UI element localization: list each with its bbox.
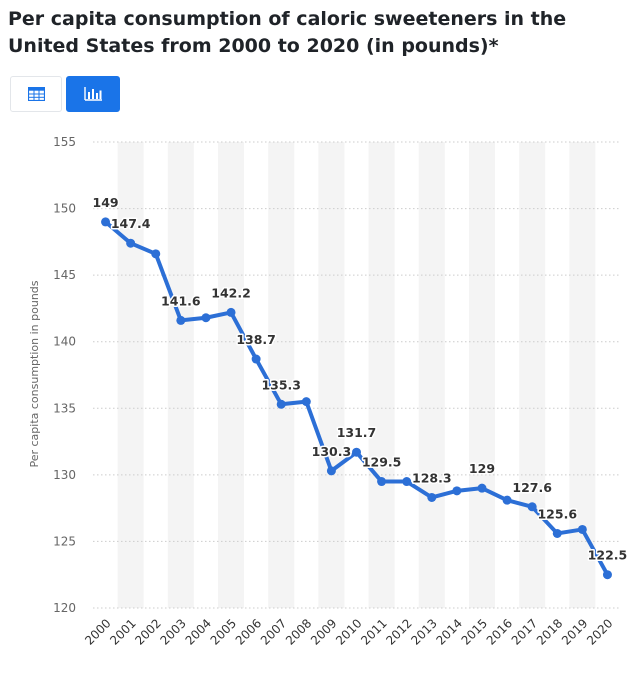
data-point-2000 [101,217,111,227]
y-tick-label-150: 150 [53,202,76,216]
x-tick-label-2020: 2020 [584,616,615,647]
x-tick-label-2001: 2001 [107,616,138,647]
x-tick-label-2013: 2013 [408,616,439,647]
chart-view-button[interactable] [66,76,120,112]
y-tick-label-135: 135 [53,401,76,415]
x-tick-label-2006: 2006 [233,616,264,647]
x-tick-label-2015: 2015 [459,616,490,647]
data-label-2001: 147.4 [111,216,151,231]
data-point-2009 [326,466,336,476]
y-tick-label-155: 155 [53,135,76,149]
x-tick-label-2000: 2000 [82,616,113,647]
data-label-2007: 135.3 [261,377,301,392]
alternating-bands [117,142,596,608]
x-tick-label-2004: 2004 [183,616,214,647]
y-tick-label-140: 140 [53,335,76,349]
x-tick-label-2016: 2016 [484,616,515,647]
data-point-2008 [301,397,311,407]
x-tick-label-2002: 2002 [132,616,163,647]
x-tick-label-2012: 2012 [383,616,414,647]
y-tick-label-145: 145 [53,268,76,282]
data-point-2001 [126,238,136,248]
table-icon [27,87,45,101]
data-point-2010 [352,447,361,457]
x-tick-label-2019: 2019 [559,616,590,647]
y-axis-label: Per capita consumption in pounds [28,280,41,467]
data-point-2020 [602,570,612,580]
data-point-2004 [201,313,211,323]
x-axis-ticks: 2000200120022003200420052006200720082009… [82,616,615,647]
data-point-2005 [226,307,236,317]
data-label-2017: 127.6 [512,480,552,495]
data-point-2011 [377,477,387,487]
table-view-button[interactable] [10,76,62,112]
data-label-2010: 131.7 [337,425,377,440]
data-point-2016 [502,495,512,505]
data-label-2020: 122.5 [588,548,628,563]
x-tick-label-2018: 2018 [534,616,565,647]
data-point-2003 [176,315,186,325]
band-2019 [569,142,596,608]
data-label-2018: 125.6 [537,506,577,521]
x-tick-label-2017: 2017 [509,616,540,647]
y-tick-label-125: 125 [53,534,76,548]
band-2003 [167,142,194,608]
band-2015 [468,142,495,608]
data-label-2015: 129 [469,461,495,476]
data-point-2019 [577,524,587,534]
data-label-2011: 129.5 [362,455,402,470]
data-point-2007 [276,399,286,409]
y-axis-ticks: 120 125 130 135 140 145 150 155 [53,135,76,615]
y-tick-label-130: 130 [53,468,76,482]
data-point-2012 [402,477,412,487]
band-2005 [218,142,245,608]
data-point-2006 [251,354,261,364]
chart-title: Per capita consumption of caloric sweete… [8,8,567,57]
band-2009 [318,142,345,608]
x-tick-label-2011: 2011 [358,616,389,647]
data-point-2014 [452,486,462,496]
x-tick-label-2009: 2009 [308,616,339,647]
data-point-2017 [527,502,537,512]
x-tick-label-2014: 2014 [434,616,465,647]
bar-chart-icon [84,87,102,101]
x-tick-label-2010: 2010 [333,616,364,647]
data-label-2013: 128.3 [412,470,452,485]
data-label-2000: 149 [93,195,119,210]
data-label-2005: 142.2 [211,285,251,300]
data-point-2018 [552,528,562,538]
data-point-2002 [151,249,161,259]
data-label-2009: 130.3 [312,444,352,459]
band-2001 [117,142,144,608]
x-tick-label-2007: 2007 [258,616,289,647]
y-tick-label-120: 120 [53,601,76,615]
band-2013 [418,142,445,608]
data-point-2015 [477,483,487,493]
band-2017 [519,142,546,608]
x-tick-label-2005: 2005 [208,616,239,647]
data-label-2003: 141.6 [161,293,201,308]
band-2007 [268,142,295,608]
data-point-2013 [427,492,437,502]
data-label-2006: 138.7 [236,332,276,347]
band-2011 [368,142,395,608]
x-tick-label-2003: 2003 [157,616,188,647]
data-labels: 149 147.4 141.6 142.2 138.7 135.3 130.3 131.7 12… [91,193,629,564]
x-tick-label-2008: 2008 [283,616,314,647]
data-points [101,217,612,580]
